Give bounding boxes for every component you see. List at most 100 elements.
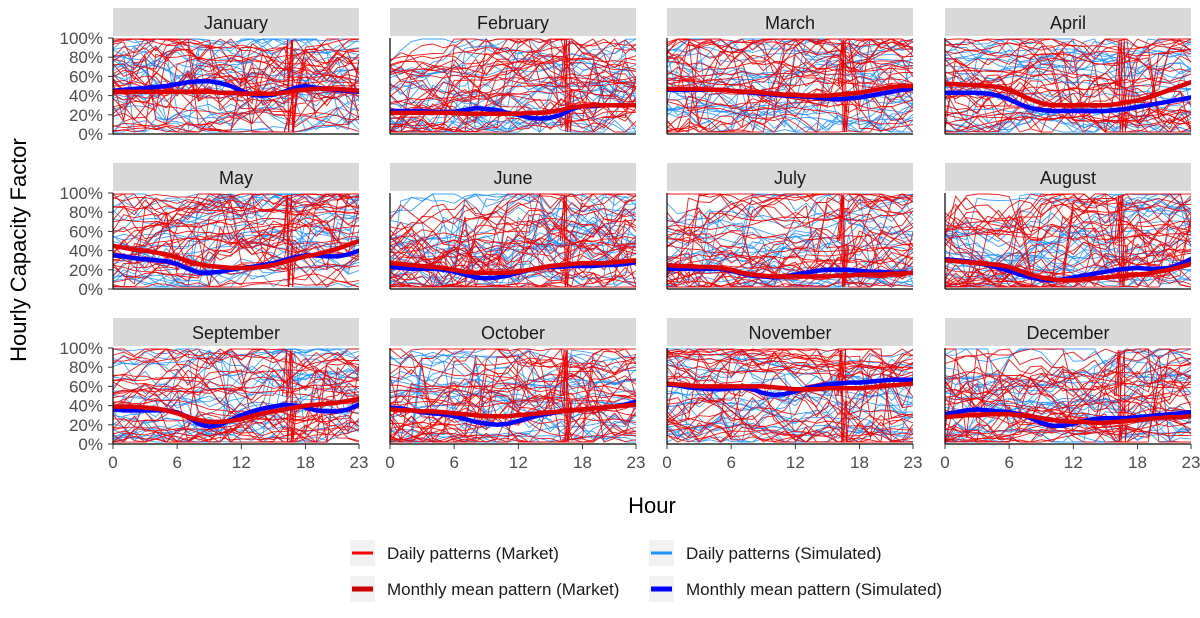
y-tick-label: 100% [60, 339, 103, 358]
daily-market-line [390, 75, 636, 133]
daily-simulated-line [113, 350, 359, 377]
daily-market-line [113, 38, 359, 112]
legend-item: Daily patterns (Simulated) [649, 540, 882, 566]
daily-market-line [667, 193, 913, 247]
daily-market-line [667, 70, 913, 85]
daily-market-line [667, 193, 913, 283]
daily-market-line [113, 199, 359, 272]
daily-simulated-line [667, 193, 913, 261]
facet-lines [390, 193, 636, 288]
y-tick-label: 100% [60, 29, 103, 48]
y-tick-label: 40% [69, 242, 103, 261]
daily-market-line [667, 358, 913, 434]
facet-strip [390, 318, 636, 346]
daily-market-line [945, 348, 1191, 440]
y-tick-label: 40% [69, 87, 103, 106]
daily-simulated-line [945, 257, 1191, 288]
daily-simulated-line [667, 219, 913, 247]
mean-market-line [390, 402, 636, 419]
daily-market-line [667, 75, 913, 112]
daily-market-line [390, 431, 636, 443]
daily-market-line [390, 363, 636, 414]
facet-lines [945, 38, 1191, 134]
facet-strip [113, 8, 359, 36]
daily-market-line [667, 65, 913, 133]
daily-market-line [113, 348, 359, 390]
daily-market-line [667, 193, 913, 286]
daily-market-line [667, 348, 913, 377]
daily-market-line [113, 366, 359, 382]
facet-panel: January 0%20%40%60%80%100% [60, 8, 359, 144]
daily-market-line [113, 348, 359, 404]
daily-market-line [113, 352, 359, 387]
mean-simulated-line [667, 377, 913, 398]
daily-market-line [945, 38, 1191, 119]
daily-simulated-line [390, 193, 636, 283]
facet-lines [113, 348, 359, 443]
daily-market-line [113, 51, 359, 91]
daily-simulated-line [667, 193, 913, 245]
daily-market-line [390, 374, 636, 443]
daily-market-line [390, 41, 636, 67]
daily-market-line [113, 366, 359, 443]
daily-market-line [667, 54, 913, 133]
legend: Daily patterns (Market) Daily patterns (S… [350, 540, 942, 602]
daily-market-line [390, 348, 636, 380]
daily-market-line [667, 198, 913, 288]
daily-market-line [667, 413, 913, 443]
daily-market-line [113, 388, 359, 443]
daily-market-line [390, 217, 636, 261]
facet-lines [113, 38, 359, 133]
facet-strip [390, 163, 636, 191]
daily-market-line [113, 193, 359, 271]
daily-market-line [113, 124, 359, 133]
daily-market-spike [283, 39, 293, 133]
daily-market-line [667, 203, 913, 251]
daily-market-line [945, 208, 1191, 288]
daily-simulated-line [390, 45, 636, 108]
daily-market-line [390, 38, 636, 133]
daily-market-line [667, 354, 913, 419]
mean-market-line [945, 411, 1191, 426]
daily-market-line [945, 67, 1191, 122]
daily-market-line [390, 193, 636, 275]
daily-market-line [113, 353, 359, 395]
y-tick-label: 60% [69, 67, 103, 86]
y-tick-label: 20% [69, 106, 103, 125]
daily-market-line [667, 38, 913, 110]
daily-market-line [945, 70, 1191, 133]
daily-market-line [113, 79, 359, 128]
daily-market-line [390, 53, 636, 133]
facet-title: June [493, 168, 532, 188]
daily-market-line [113, 193, 359, 253]
x-tick-label: 12 [786, 453, 805, 472]
daily-market-line [113, 364, 359, 443]
facet-strip [945, 318, 1191, 346]
daily-market-line [945, 74, 1191, 133]
daily-market-line [113, 45, 359, 124]
x-tick-label: 12 [232, 453, 251, 472]
daily-market-line [945, 243, 1191, 288]
daily-market-line [390, 348, 636, 388]
daily-market-spike [840, 39, 851, 133]
daily-market-line [667, 49, 913, 132]
daily-market-line [390, 228, 636, 284]
facet-strip [113, 163, 359, 191]
daily-market-line [113, 429, 359, 441]
daily-market-spike [837, 39, 848, 133]
x-tick-label: 6 [172, 453, 181, 472]
facet-lines [390, 38, 636, 133]
daily-market-line [945, 231, 1191, 288]
y-tick-label: 20% [69, 261, 103, 280]
daily-market-spike [1116, 194, 1127, 288]
x-tick-label: 18 [850, 453, 869, 472]
x-tick-label: 23 [627, 453, 646, 472]
daily-market-line [945, 348, 1191, 443]
daily-simulated-line [113, 348, 359, 442]
facet-panel: December 0 6 12 18 23 [940, 318, 1200, 472]
daily-market-line [390, 64, 636, 130]
daily-market-line [945, 47, 1191, 95]
daily-market-line [390, 348, 636, 438]
facet-title: August [1040, 168, 1096, 188]
daily-simulated-line [390, 232, 636, 261]
